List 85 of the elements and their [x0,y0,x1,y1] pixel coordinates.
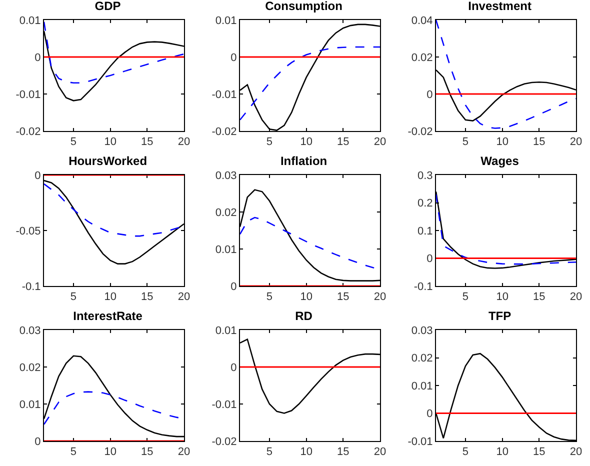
x-tick-label: 15 [141,291,154,304]
x-tick-label: 15 [533,446,546,458]
x-tick-label: 20 [570,136,582,148]
y-tick-label: 0.01 [411,380,433,392]
y-tick-label: 0.02 [411,352,433,365]
x-tick-label: 20 [570,291,582,304]
x-tick-label: 20 [178,446,190,458]
y-tick-label: -0.1 [22,280,41,293]
x-tick-label: 15 [533,136,546,148]
x-tick-label: 10 [496,136,508,148]
y-tick-label: 0.03 [19,324,41,337]
y-tick-label: -0.02 [16,126,41,138]
y-tick-label: 0.1 [418,225,433,238]
chart-title: Consumption [265,0,342,13]
y-tick-label: 0 [426,253,433,266]
y-tick-label: -0.02 [212,126,237,138]
y-tick-label: 0.01 [215,324,237,337]
x-tick-label: 10 [104,291,116,304]
x-tick-label: 5 [462,446,469,458]
y-tick-label: -0.1 [414,280,433,293]
x-tick-label: 5 [70,291,77,304]
x-tick-label: 5 [70,446,77,458]
x-tick-label: 5 [266,291,273,304]
y-tick-label: 0 [426,88,433,101]
y-tick-label: -0.02 [408,126,433,138]
y-tick-label: 0.03 [411,324,433,337]
y-tick-label: 0 [230,280,237,293]
y-tick-label: 0.2 [418,198,433,210]
y-tick-label: 0 [34,436,41,448]
y-tick-label: -0.05 [16,225,41,238]
y-tick-label: -0.02 [212,436,237,448]
x-tick-label: 5 [462,291,469,304]
x-tick-label: 5 [266,446,273,458]
y-tick-label: 0.02 [215,206,237,219]
y-tick-label: 0 [426,408,433,420]
y-tick-label: 0.02 [19,362,41,374]
x-tick-label: 20 [374,446,386,458]
x-tick-label: 5 [266,136,273,148]
y-tick-label: 0.01 [19,14,41,27]
line-series [44,21,184,84]
chart-title: InterestRate [73,308,143,323]
chart-title: Wages [480,154,520,168]
x-tick-label: 15 [337,136,350,148]
chart-title: Inflation [280,154,328,168]
x-tick-label: 10 [300,291,312,304]
x-tick-label: 15 [141,446,154,458]
y-tick-label: -0.01 [212,398,237,411]
y-tick-label: -0.01 [408,436,433,448]
x-tick-label: 20 [178,291,190,304]
y-tick-label: 0 [34,52,41,64]
y-tick-label: -0.01 [212,88,237,101]
x-tick-label: 15 [141,136,154,148]
x-tick-label: 15 [337,291,350,304]
x-tick-label: 5 [70,136,77,148]
x-tick-label: 20 [570,446,582,458]
chart-title: Investment [468,0,532,13]
x-tick-label: 10 [496,446,508,458]
x-tick-label: 15 [337,446,350,458]
x-tick-label: 20 [178,136,190,148]
x-tick-label: 20 [374,136,386,148]
chart-title: GDP [94,0,121,13]
line-series [436,20,576,129]
y-tick-label: 0.03 [215,170,237,182]
chart-title: TFP [488,308,512,323]
x-tick-label: 10 [104,136,116,148]
y-tick-label: 0.3 [418,170,433,182]
x-tick-label: 10 [496,291,508,304]
x-tick-label: 10 [300,136,312,148]
x-tick-label: 10 [104,446,116,458]
x-tick-label: 15 [533,291,546,304]
y-tick-label: 0.02 [411,52,433,64]
y-tick-label: 0.01 [19,398,41,411]
y-tick-label: 0.01 [215,244,237,256]
x-tick-label: 5 [462,136,469,148]
y-tick-label: 0 [34,170,41,182]
y-tick-label: 0 [230,362,237,374]
y-tick-label: 0.04 [411,14,433,27]
chart-title: RD [295,308,313,323]
y-tick-label: 0.01 [215,14,237,27]
y-tick-label: 0 [230,52,237,64]
y-tick-label: -0.01 [16,88,41,101]
x-tick-label: 10 [300,446,312,458]
chart-title: HoursWorked [68,154,148,168]
x-tick-label: 20 [374,291,386,304]
line-series [240,46,380,121]
